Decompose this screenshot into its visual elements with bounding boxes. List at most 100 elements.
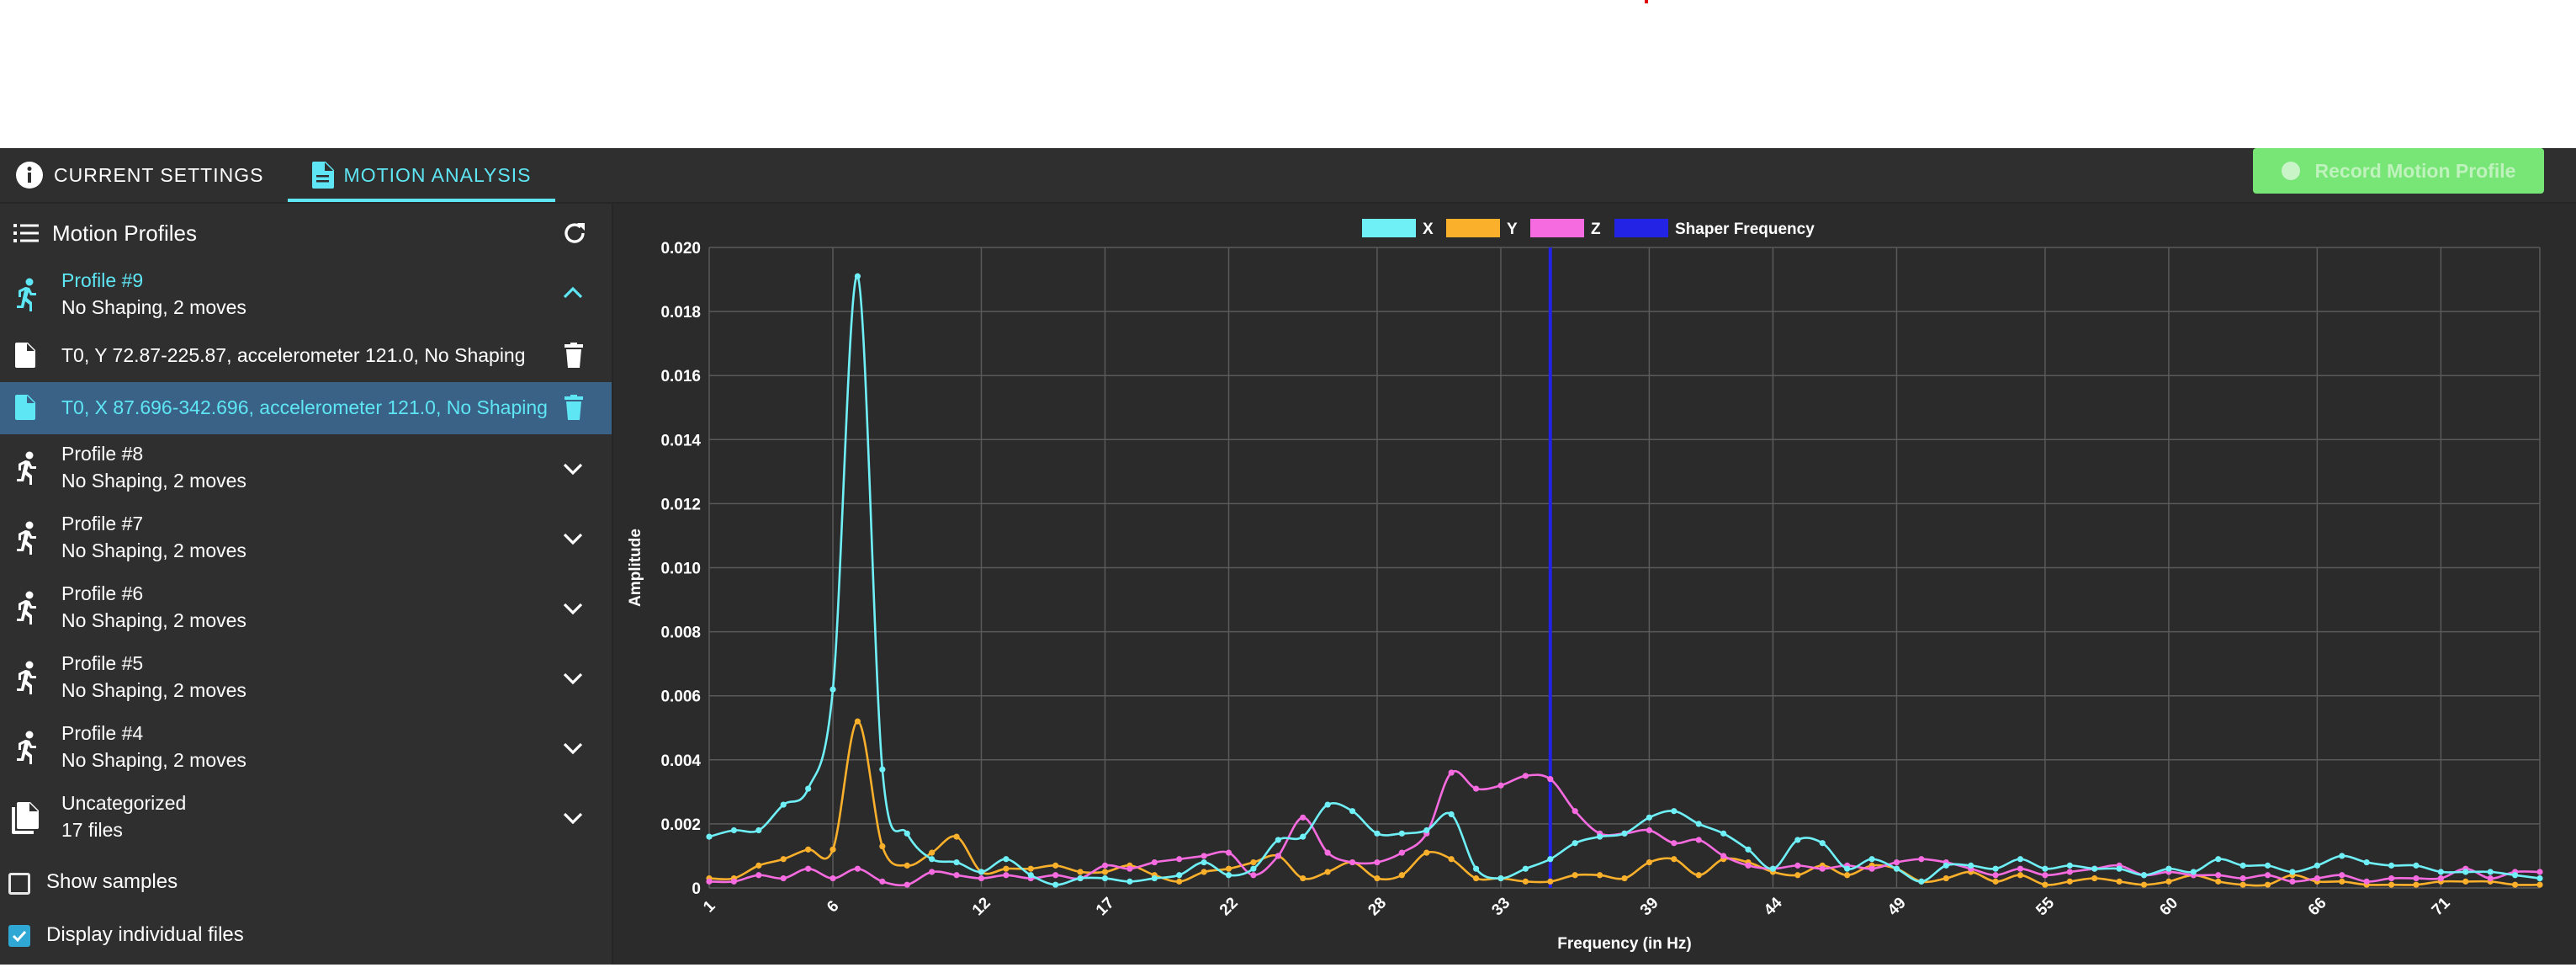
profile-item-6[interactable]: Profile #6 No Shaping, 2 moves xyxy=(0,574,612,644)
x-tick-label: 66 xyxy=(2305,894,2330,919)
data-point-X xyxy=(1596,833,1603,840)
y-tick-label: 0.014 xyxy=(660,432,701,449)
data-point-X xyxy=(2388,862,2395,869)
profile-title: Profile #8 xyxy=(61,443,144,465)
data-point-X xyxy=(1052,881,1059,888)
profile-title: Profile #4 xyxy=(61,722,144,744)
data-point-Y xyxy=(1943,874,1949,882)
data-point-Z xyxy=(1992,872,1999,879)
data-point-Y xyxy=(1992,878,1999,885)
data-point-Z xyxy=(953,872,960,879)
legend-swatch xyxy=(1530,219,1584,237)
data-point-Z xyxy=(830,874,836,882)
data-point-Z xyxy=(1324,849,1331,856)
file-item-selected[interactable]: T0, X 87.696-342.696, accelerometer 121.… xyxy=(0,382,612,434)
data-point-Z xyxy=(1646,827,1653,834)
data-point-Z xyxy=(2487,874,2494,882)
chevron-down-icon[interactable] xyxy=(562,462,584,476)
data-point-X xyxy=(1918,878,1925,885)
y-tick-label: 0.018 xyxy=(660,304,701,322)
data-point-Z xyxy=(1547,776,1554,783)
data-point-X xyxy=(1868,856,1875,863)
legend-swatch xyxy=(1362,219,1416,237)
tab-motion-analysis[interactable]: MOTION ANALYSIS xyxy=(288,148,555,202)
data-point-X xyxy=(2339,853,2345,859)
uncategorized-item[interactable]: Uncategorized 17 files xyxy=(0,784,612,854)
data-point-X xyxy=(2536,874,2543,882)
data-point-Z xyxy=(1300,814,1307,821)
data-point-Z xyxy=(1052,872,1059,879)
data-point-Y xyxy=(1844,872,1851,879)
data-point-Y xyxy=(1448,856,1455,863)
data-point-Y xyxy=(1077,869,1084,875)
profile-item-7[interactable]: Profile #7 No Shaping, 2 moves xyxy=(0,504,612,574)
data-point-X xyxy=(1003,856,1010,863)
data-point-X xyxy=(2165,865,2172,872)
chevron-up-icon[interactable] xyxy=(562,286,584,300)
chevron-down-icon[interactable] xyxy=(562,602,584,615)
delete-icon[interactable] xyxy=(564,395,583,420)
profile-item-5[interactable]: Profile #5 No Shaping, 2 moves xyxy=(0,644,612,714)
profile-title: Profile #9 xyxy=(61,269,144,291)
file-item[interactable]: T0, Y 72.87-225.87, accelerometer 121.0,… xyxy=(0,330,612,382)
data-point-X xyxy=(2140,872,2148,879)
data-point-X xyxy=(1621,830,1628,837)
data-point-X xyxy=(1398,830,1405,837)
data-point-Y xyxy=(1423,849,1430,856)
run-icon xyxy=(17,731,36,764)
sidebar-title: Motion Profiles xyxy=(52,221,197,246)
profile-item-4[interactable]: Profile #4 No Shaping, 2 moves xyxy=(0,714,612,784)
data-point-Z xyxy=(1745,862,1752,869)
delete-icon[interactable] xyxy=(564,343,583,368)
x-tick-label: 22 xyxy=(1216,894,1242,919)
record-motion-profile-button[interactable]: Record Motion Profile xyxy=(2253,148,2544,194)
legend-swatch xyxy=(1614,219,1668,237)
display-individual-files-checkbox[interactable] xyxy=(8,925,30,947)
data-point-Y xyxy=(953,833,960,840)
data-point-Z xyxy=(904,881,910,888)
data-point-Y xyxy=(1101,869,1109,875)
data-point-X xyxy=(1745,846,1752,853)
data-point-Y xyxy=(2413,881,2420,888)
data-point-Z xyxy=(1893,858,1900,866)
show-samples-checkbox[interactable] xyxy=(8,873,30,895)
y-axis-title: Amplitude xyxy=(627,529,644,607)
app-panel: CURRENT SETTINGS MOTION ANALYSIS Record … xyxy=(0,148,2576,974)
data-point-Y xyxy=(2239,881,2246,888)
data-point-Y xyxy=(2042,881,2049,888)
tab-current-settings[interactable]: CURRENT SETTINGS xyxy=(15,148,263,202)
data-point-Z xyxy=(1349,858,1356,866)
data-point-X xyxy=(1547,856,1554,863)
data-point-Z xyxy=(1250,872,1257,879)
data-point-Y xyxy=(2462,878,2469,885)
data-point-Z xyxy=(1126,865,1133,872)
data-point-Y xyxy=(2388,881,2395,888)
legend-label: Z xyxy=(1591,221,1601,238)
data-point-Y xyxy=(1176,878,1183,885)
data-point-X xyxy=(2091,865,2098,872)
data-point-X xyxy=(2289,869,2296,875)
x-tick-label: 1 xyxy=(700,897,719,917)
profile-item-9[interactable]: Profile #9 No Shaping, 2 moves xyxy=(0,261,612,330)
x-tick-label: 44 xyxy=(1761,894,1786,919)
data-point-Y xyxy=(904,862,910,869)
data-point-Z xyxy=(1695,837,1702,843)
display-individual-files-label: Display individual files xyxy=(46,923,244,946)
data-point-Y xyxy=(2264,881,2271,888)
data-point-Z xyxy=(2042,872,2049,879)
data-point-Z xyxy=(1003,872,1010,879)
refresh-icon[interactable] xyxy=(562,221,587,246)
chevron-down-icon[interactable] xyxy=(562,672,584,685)
chevron-down-icon[interactable] xyxy=(562,532,584,545)
data-point-X xyxy=(805,785,812,792)
chevron-down-icon[interactable] xyxy=(562,811,584,825)
data-point-X xyxy=(1324,801,1331,808)
x-tick-label: 60 xyxy=(2156,894,2181,919)
profile-item-8[interactable]: Profile #8 No Shaping, 2 moves xyxy=(0,434,612,504)
data-point-X xyxy=(1572,840,1578,847)
data-point-Z xyxy=(1448,769,1455,776)
files-icon xyxy=(12,802,39,834)
data-point-Y xyxy=(1794,872,1801,879)
chevron-down-icon[interactable] xyxy=(562,741,584,755)
sidebar-header: Motion Profiles xyxy=(0,204,612,261)
